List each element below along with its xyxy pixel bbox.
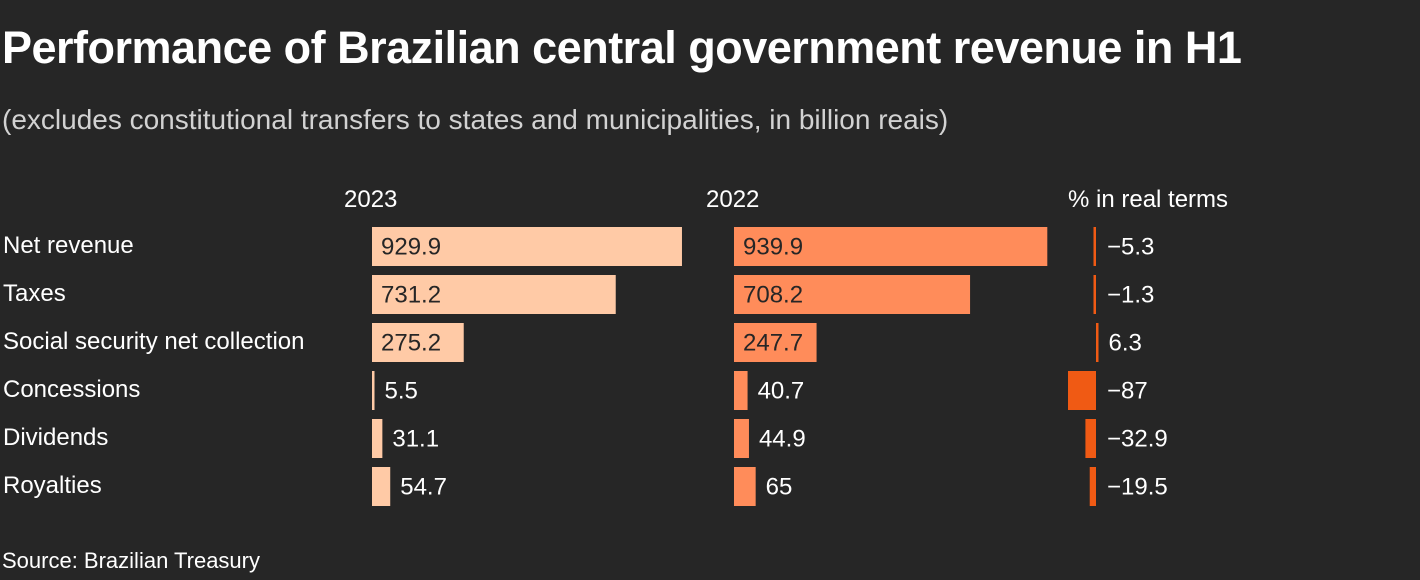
category-label: Social security net collection bbox=[3, 328, 304, 355]
bar-change bbox=[1096, 323, 1099, 362]
value-label-change: −32.9 bbox=[1107, 426, 1168, 453]
column-header-change: % in real terms bbox=[1068, 186, 1228, 213]
value-label-change: −5.3 bbox=[1107, 234, 1154, 261]
value-label-2023: 5.5 bbox=[385, 378, 418, 405]
value-label-change: −87 bbox=[1107, 378, 1148, 405]
value-label-2022: 708.2 bbox=[743, 282, 803, 309]
bar-change bbox=[1089, 467, 1096, 506]
value-label-change: 6.3 bbox=[1109, 330, 1142, 357]
bar-2022 bbox=[734, 323, 817, 362]
value-label-2022: 44.9 bbox=[759, 426, 806, 453]
chart-subtitle: (excludes constitutional transfers to st… bbox=[2, 104, 949, 135]
category-label: Dividends bbox=[3, 424, 108, 451]
value-label-2022: 247.7 bbox=[743, 330, 803, 357]
value-label-2023: 731.2 bbox=[381, 282, 441, 309]
value-label-2023: 31.1 bbox=[392, 426, 439, 453]
value-label-2022: 40.7 bbox=[758, 378, 805, 405]
bar-2022 bbox=[734, 371, 748, 410]
bar-2022 bbox=[734, 227, 1048, 266]
value-label-2023: 54.7 bbox=[400, 474, 447, 501]
bar-2023 bbox=[372, 419, 383, 458]
category-label: Royalties bbox=[3, 472, 102, 499]
bar-chart: 2023 2022 % in real terms Net revenue 929.9 9… bbox=[3, 186, 1228, 506]
chart-title: Performance of Brazilian central governm… bbox=[2, 22, 1242, 73]
value-label-2023: 275.2 bbox=[381, 330, 441, 357]
value-label-2022: 939.9 bbox=[743, 234, 803, 261]
value-label-change: −19.5 bbox=[1107, 474, 1168, 501]
bar-2022 bbox=[734, 275, 971, 314]
bar-change bbox=[1068, 371, 1096, 410]
bar-2023 bbox=[372, 227, 682, 266]
bar-2023 bbox=[372, 275, 616, 314]
bar-2023 bbox=[372, 323, 464, 362]
category-label: Concessions bbox=[3, 376, 140, 403]
value-label-2022: 65 bbox=[766, 474, 793, 501]
category-label: Net revenue bbox=[3, 232, 134, 259]
bar-2023 bbox=[372, 371, 375, 410]
source-note: Source: Brazilian Treasury bbox=[2, 548, 260, 573]
bar-2022 bbox=[734, 419, 749, 458]
value-label-change: −1.3 bbox=[1107, 282, 1154, 309]
column-header-2022: 2022 bbox=[706, 186, 759, 213]
value-label-2023: 929.9 bbox=[381, 234, 441, 261]
bar-2022 bbox=[734, 467, 756, 506]
bar-change bbox=[1093, 227, 1096, 266]
category-label: Taxes bbox=[3, 280, 66, 307]
column-header-2023: 2023 bbox=[344, 186, 397, 213]
bar-change bbox=[1093, 275, 1096, 314]
bar-2023 bbox=[372, 467, 391, 506]
bar-change bbox=[1085, 419, 1096, 458]
